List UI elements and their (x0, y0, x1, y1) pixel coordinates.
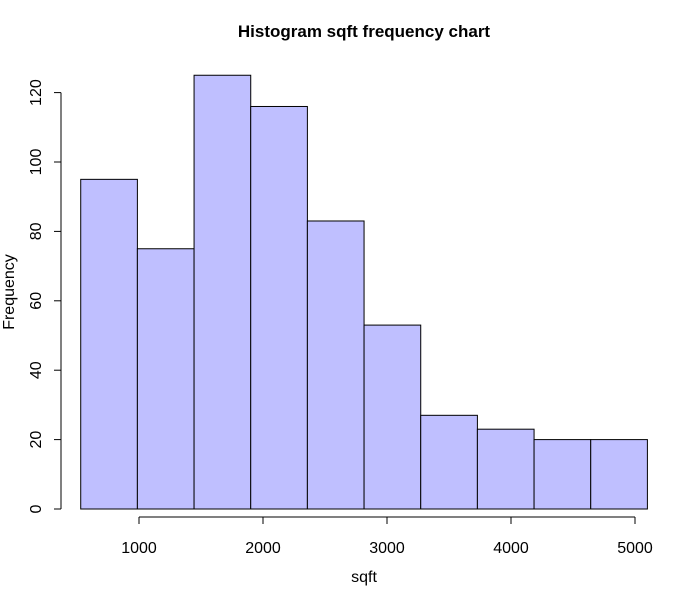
x-axis-title: sqft (351, 569, 377, 586)
histogram-bar-3 (193, 74, 252, 510)
x-tick-label: 2000 (245, 540, 281, 557)
histogram-bar-10 (590, 439, 648, 510)
y-tick-label: 120 (28, 79, 45, 106)
chart-title: Histogram sqft frequency chart (238, 22, 491, 41)
histogram-bar-1 (80, 178, 138, 510)
y-tick-label: 80 (28, 222, 45, 240)
x-tick-label: 5000 (617, 540, 653, 557)
histogram-bar-7 (420, 414, 478, 510)
bars-group (80, 74, 648, 510)
y-tick-label: 0 (28, 504, 45, 513)
histogram-bar-9 (533, 439, 592, 510)
y-axis: 0 20 40 60 80 100 120 (28, 79, 62, 513)
histogram-bar-2 (136, 248, 195, 510)
histogram-bar-8 (476, 428, 535, 510)
histogram-bar-4 (250, 105, 308, 510)
y-tick-label: 100 (28, 149, 45, 176)
y-tick-label: 20 (28, 431, 45, 449)
x-axis: 1000 2000 3000 4000 5000 (121, 516, 653, 557)
x-tick-label: 4000 (493, 540, 529, 557)
y-tick-label: 60 (28, 292, 45, 310)
y-axis-title: Frequency (1, 254, 18, 330)
y-tick-label: 40 (28, 361, 45, 379)
histogram-bar-6 (363, 324, 422, 510)
histogram-bar-5 (306, 220, 365, 510)
x-tick-label: 3000 (369, 540, 405, 557)
x-tick-label: 1000 (121, 540, 157, 557)
